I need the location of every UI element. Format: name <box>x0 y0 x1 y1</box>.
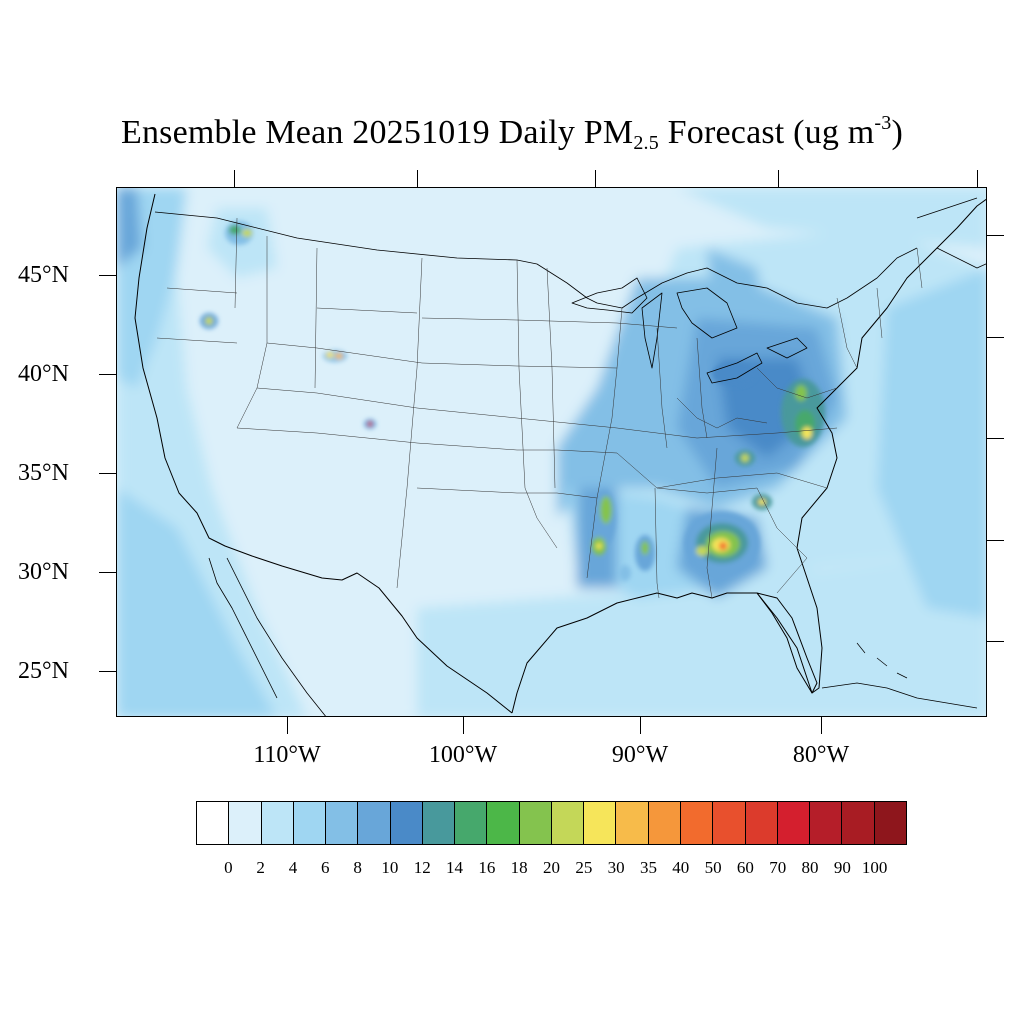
pm25-map <box>117 188 986 716</box>
colorbar-label: 2 <box>256 858 265 877</box>
left-tick <box>99 374 116 375</box>
colorbar-label: 50 <box>704 858 722 877</box>
bottom-tick <box>640 717 641 734</box>
colorbar-box <box>551 802 585 844</box>
colorbar-label: 20 <box>543 858 560 877</box>
lat-label-30: 30°N <box>18 559 69 585</box>
colorbar-label: 70 <box>769 858 787 877</box>
colorbar-label: 14 <box>446 858 464 877</box>
title-superscript: -3 <box>874 112 892 134</box>
bottom-tick <box>287 717 288 734</box>
title-after: Forecast (ug m <box>658 114 875 151</box>
colorbar-box <box>487 802 520 844</box>
lon-label-80w: 80°W <box>792 742 850 768</box>
colorbar-label: 6 <box>321 858 330 877</box>
colorbar-label: 18 <box>510 858 528 877</box>
colorbar-label: 35 <box>639 858 657 877</box>
top-tick <box>234 170 235 187</box>
colorbar-box <box>455 802 488 844</box>
top-tick <box>977 170 978 187</box>
geography-lines <box>134 193 986 716</box>
chart-title: Ensemble Mean 20251019 Daily PM2.5 Forec… <box>0 112 1024 155</box>
colorbar-label: 100 <box>861 858 888 877</box>
colorbar-box <box>842 802 875 844</box>
lon-label-110w: 110°W <box>253 742 321 768</box>
colorbar-box <box>713 802 746 844</box>
right-tick <box>987 235 1004 236</box>
colorbar-box <box>422 802 456 844</box>
colorbar-box <box>745 802 778 844</box>
colorbar-label: 8 <box>353 858 362 877</box>
colorbar-label: 60 <box>736 858 754 877</box>
colorbar-label: 10 <box>381 858 399 877</box>
colorbar-box <box>293 802 327 844</box>
colorbar-box <box>874 802 906 844</box>
colorbar-label: 90 <box>833 858 851 877</box>
title-main: Ensemble Mean 20251019 Daily PM <box>120 114 634 151</box>
bottom-tick <box>463 717 464 734</box>
colorbar-label: 4 <box>288 858 298 877</box>
lat-label-25: 25°N <box>18 658 69 684</box>
colorbar-box <box>229 802 262 844</box>
colorbar-label: 80 <box>801 858 819 877</box>
concentration-field <box>117 188 986 716</box>
lon-label-100w: 100°W <box>428 742 498 768</box>
title-subscript: 2.5 <box>633 132 659 154</box>
colorbar-box <box>358 802 391 844</box>
colorbar-box <box>390 802 423 844</box>
colorbar-label: 25 <box>575 858 593 877</box>
state-lines <box>156 217 923 599</box>
colorbar-box <box>519 802 552 844</box>
right-tick <box>987 438 1004 439</box>
colorbar-box <box>777 802 811 844</box>
colorbar-box <box>326 802 359 844</box>
top-tick <box>417 170 418 187</box>
left-tick <box>99 572 116 573</box>
lat-label-45: 45°N <box>18 262 69 288</box>
colorbar-box <box>616 802 649 844</box>
right-tick <box>987 540 1004 541</box>
colorbar-label: 16 <box>478 858 496 877</box>
top-tick <box>778 170 779 187</box>
colorbar-box <box>261 802 294 844</box>
colorbar-box <box>810 802 843 844</box>
lon-label-90w: 90°W <box>611 742 669 768</box>
lat-label-35: 35°N <box>18 460 69 486</box>
left-tick <box>99 473 116 474</box>
left-tick <box>99 275 116 276</box>
right-tick <box>987 641 1004 642</box>
lat-label-40: 40°N <box>18 361 69 387</box>
right-tick <box>987 337 1004 338</box>
colorbar <box>196 801 907 845</box>
colorbar-box <box>648 802 681 844</box>
colorbar-label: 40 <box>672 858 690 877</box>
colorbar-label: 0 <box>224 858 233 877</box>
colorbar-label: 30 <box>607 858 625 877</box>
map-panel[interactable] <box>116 187 987 717</box>
bottom-tick <box>821 717 822 734</box>
colorbar-label: 12 <box>413 858 431 877</box>
title-close: ) <box>891 114 904 151</box>
colorbar-box <box>680 802 714 844</box>
left-tick <box>99 671 116 672</box>
top-tick <box>595 170 596 187</box>
colorbar-box <box>197 802 230 844</box>
colorbar-box <box>584 802 617 844</box>
